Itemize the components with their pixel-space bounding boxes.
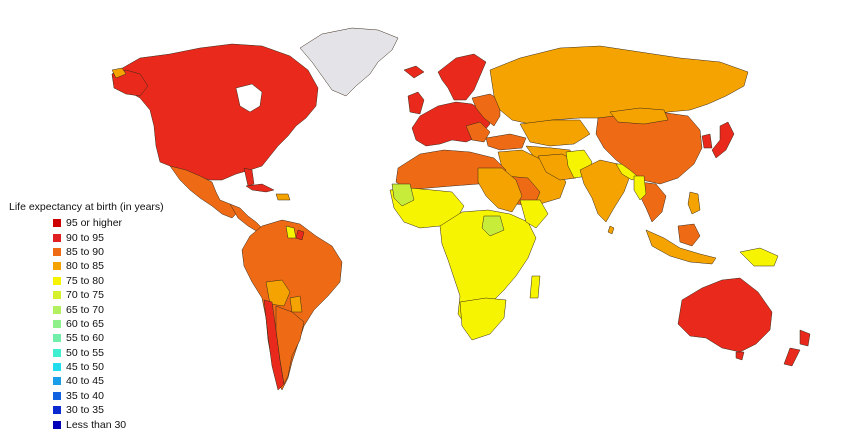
- central-africa: [439, 209, 537, 327]
- cuba: [245, 183, 275, 193]
- legend-label: Less than 30: [66, 418, 127, 431]
- legend-label: 55 to 60: [66, 332, 104, 345]
- legend-label: 95 or higher: [66, 217, 123, 230]
- legend-label: 45 to 50: [66, 361, 104, 374]
- legend-swatch: [53, 377, 61, 386]
- legend-swatch: [53, 291, 61, 300]
- indonesia-west: [645, 229, 717, 265]
- russia: [489, 45, 749, 125]
- legend-label: 90 to 95: [66, 231, 104, 244]
- legend-swatch: [53, 233, 61, 242]
- kazakhstan: [519, 119, 591, 147]
- balkans: [465, 121, 491, 143]
- korea: [701, 133, 713, 149]
- new-guinea: [739, 247, 779, 267]
- legend-swatch: [53, 305, 61, 314]
- legend-label: 35 to 40: [66, 389, 104, 402]
- legend-label: 30 to 35: [66, 404, 104, 417]
- horn-of-africa: [519, 199, 549, 229]
- legend-item: 45 to 50: [53, 360, 164, 374]
- legend-item: 30 to 35: [53, 403, 164, 417]
- eastern-europe: [471, 93, 501, 127]
- legend-swatch: [53, 247, 61, 256]
- hudson-bay: [235, 83, 263, 113]
- legend-item: 50 to 55: [53, 346, 164, 360]
- egypt-sudan: [477, 167, 523, 213]
- legend-label: 40 to 45: [66, 375, 104, 388]
- south-africa: [459, 297, 507, 341]
- legend-label: 60 to 65: [66, 317, 104, 330]
- legend-swatch: [53, 319, 61, 328]
- legend-swatch: [53, 391, 61, 400]
- legend-label: 75 to 80: [66, 274, 104, 287]
- new-zealand-south: [783, 347, 801, 367]
- world-map: [111, 27, 811, 391]
- legend: Life expectancy at birth (in years) 95 o…: [9, 201, 164, 432]
- china: [595, 111, 703, 185]
- sri-lanka: [607, 225, 615, 235]
- east-africa-patch: [481, 215, 505, 237]
- french-guiana: [295, 229, 305, 241]
- australia: [677, 277, 773, 353]
- florida: [243, 167, 255, 187]
- greenland: [299, 27, 399, 97]
- legend-item: 35 to 40: [53, 389, 164, 403]
- legend-title: Life expectancy at birth (in years): [9, 201, 164, 213]
- legend-label: 50 to 55: [66, 346, 104, 359]
- legend-swatch: [53, 276, 61, 285]
- legend-items: 95 or higher 90 to 95 85 to 90 80 to 85 75 t…: [9, 216, 164, 432]
- legend-label: 70 to 75: [66, 289, 104, 302]
- legend-swatch: [53, 334, 61, 343]
- india: [579, 159, 631, 223]
- new-zealand-north: [799, 329, 811, 347]
- bolivia: [265, 279, 291, 307]
- iceland: [403, 65, 425, 79]
- scandinavia: [437, 53, 487, 101]
- legend-swatch: [53, 262, 61, 271]
- alaska: [111, 69, 149, 97]
- borneo: [677, 223, 701, 247]
- japan: [711, 121, 735, 159]
- paraguay: [289, 295, 303, 313]
- hispaniola: [275, 193, 291, 201]
- legend-item: 80 to 85: [53, 259, 164, 273]
- philippines: [687, 191, 701, 215]
- legend-label: 80 to 85: [66, 260, 104, 273]
- legend-swatch: [53, 363, 61, 372]
- legend-item: 70 to 75: [53, 288, 164, 302]
- legend-item: Less than 30: [53, 417, 164, 431]
- legend-item: 65 to 70: [53, 302, 164, 316]
- sahel: [391, 183, 415, 207]
- british-isles: [407, 91, 425, 115]
- legend-item: 40 to 45: [53, 374, 164, 388]
- legend-label: 65 to 70: [66, 303, 104, 316]
- myanmar: [633, 175, 647, 201]
- legend-swatch: [53, 406, 61, 415]
- madagascar: [529, 275, 541, 299]
- legend-swatch: [53, 420, 61, 429]
- legend-item: 95 or higher: [53, 216, 164, 230]
- turkey: [485, 133, 527, 151]
- legend-item: 75 to 80: [53, 274, 164, 288]
- legend-swatch: [53, 219, 61, 228]
- legend-item: 60 to 65: [53, 317, 164, 331]
- north-america-north: [111, 43, 319, 181]
- mongolia: [609, 107, 669, 125]
- legend-label: 85 to 90: [66, 245, 104, 258]
- legend-item: 85 to 90: [53, 245, 164, 259]
- tasmania: [735, 351, 745, 361]
- argentina: [275, 305, 305, 385]
- legend-item: 90 to 95: [53, 230, 164, 244]
- arctic-island-west: [111, 67, 127, 79]
- legend-item: 55 to 60: [53, 331, 164, 345]
- legend-swatch: [53, 348, 61, 357]
